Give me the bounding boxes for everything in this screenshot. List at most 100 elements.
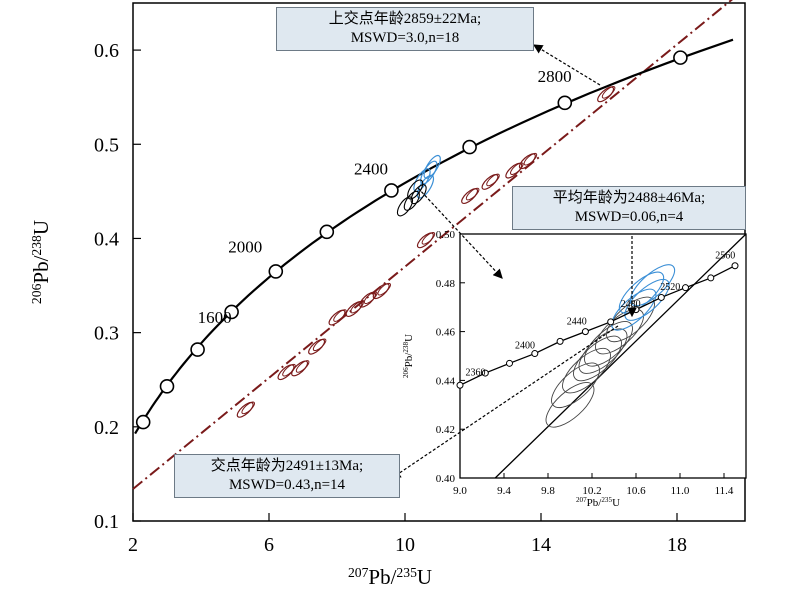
inset-concordia-point (657, 293, 665, 301)
inset-x-tick-label: 11.4 (715, 485, 734, 497)
y-tick-label: 0.5 (94, 134, 119, 156)
y-tick-label: 0.4 (94, 228, 119, 250)
red-error-ellipse (486, 173, 500, 187)
x-tick-label: 10 (395, 534, 415, 556)
red-error-ellipse (601, 86, 616, 99)
intercept-line1: 交点年龄为2491±13Ma; (210, 458, 364, 474)
red-error-ellipse (597, 86, 615, 103)
red-error-ellipse (505, 162, 523, 179)
red-error-ellipse (518, 153, 536, 170)
inset-concordia-point (456, 381, 464, 389)
concordia-age-label: 1600 (198, 308, 232, 327)
red-error-ellipse (308, 338, 326, 355)
red-error-ellipse (481, 174, 499, 190)
concordia-age-label: 2000 (228, 238, 262, 257)
x-axis-label: 207Pb/235U (348, 565, 432, 589)
x-tick-label: 6 (264, 534, 274, 556)
dashed-arrow (417, 187, 503, 279)
inset-black-ellipse (578, 328, 628, 374)
upper-intercept-line2: MSWD=3.0,n=18 (350, 30, 460, 46)
concordia-age-point (190, 342, 205, 357)
concordia-age-point (319, 224, 335, 240)
inset-y-tick-label: 0.50 (436, 229, 456, 241)
y-tick-label: 0.2 (94, 417, 119, 439)
concordia-curve (134, 38, 734, 435)
concordia-age-point (462, 139, 477, 155)
inset-y-tick-label: 0.48 (436, 278, 456, 290)
inset-y-tick-label: 0.44 (436, 375, 456, 387)
inset-concordia-point (581, 328, 589, 336)
mean-age-line1: 平均年龄为2488±46Ma; (552, 190, 706, 206)
blue-error-ellipse (423, 154, 441, 179)
concordia-age-label: 2800 (538, 67, 572, 86)
inset-concordia-curve (459, 265, 736, 386)
intercept-line2: MSWD=0.43,n=14 (228, 477, 346, 493)
black-error-ellipse (396, 196, 414, 217)
inset-plot: 9.0 9.4 9.8 10.2 10.6 11.0 11.4 0.40 0.42 0.44 0.4… (402, 229, 747, 509)
mean-age-note: 平均年龄为2488±46Ma; MSWD=0.06,n=4 (512, 186, 746, 230)
inset-blue-ellipse (618, 271, 665, 314)
mean-age-line2: MSWD=0.06,n=4 (574, 209, 684, 225)
inset-x-tick-label: 10.2 (582, 485, 601, 497)
concordia-age-point (557, 95, 573, 111)
inset-age-label: 2480 (621, 299, 641, 310)
red-error-ellipse (333, 309, 347, 322)
x-tick-label: 14 (531, 534, 551, 556)
inset-concordia-point (556, 337, 564, 345)
inset-age-label: 2560 (715, 250, 735, 261)
black-error-ellipse (407, 179, 424, 200)
inset-y-axis-label: 206Pb/238U (402, 334, 415, 378)
inset-age-label: 2440 (567, 316, 587, 327)
concordia-age-point (268, 264, 284, 279)
inset-concordia-point (707, 274, 715, 282)
dashed-arrow (391, 325, 619, 479)
y-tick-label: 0.6 (94, 40, 119, 62)
red-error-ellipse (350, 300, 364, 314)
inset-blue-ellipse (624, 278, 670, 321)
red-error-ellipse (277, 364, 295, 381)
dashed-arrow (532, 44, 601, 86)
intercept-note: 交点年龄为2491±13Ma; MSWD=0.43,n=14 (174, 454, 400, 498)
inset-age-label: 2360 (466, 368, 486, 379)
concordia-age-point (224, 304, 239, 320)
red-error-ellipse (236, 401, 254, 418)
inset-x-axis-label: 207Pb/235U (576, 496, 620, 509)
concordia-age-label: 2400 (354, 159, 388, 178)
inset-x-tick-label: 10.6 (626, 485, 646, 497)
red-error-ellipse (465, 187, 480, 201)
inset-age-label: 2520 (660, 282, 680, 293)
y-tick-label: 0.1 (94, 511, 119, 533)
inset-x-tick-label: 9.4 (497, 485, 511, 497)
x-tick-label: 2 (128, 534, 138, 556)
red-error-ellipse (510, 162, 524, 175)
red-error-ellipse (363, 291, 378, 304)
red-error-ellipse (241, 401, 255, 415)
inset-y-tick-label: 0.40 (436, 473, 456, 485)
red-error-ellipse (282, 363, 296, 377)
concordia-age-point (673, 50, 688, 65)
concordia-age-point (159, 379, 175, 394)
red-error-ellipse (461, 188, 479, 204)
upper-intercept-line1: 上交点年龄2859±22Ma; (328, 11, 482, 27)
inset-x-tick-label: 9.0 (453, 485, 467, 497)
red-error-ellipse (345, 301, 363, 318)
inset-concordia-point (531, 350, 539, 358)
inset-black-ellipse (573, 335, 622, 382)
upper-intercept-note: 上交点年龄2859±22Ma; MSWD=3.0,n=18 (276, 7, 534, 51)
red-error-ellipse (372, 283, 390, 300)
red-error-ellipse (291, 360, 309, 377)
main-plot: 2 6 10 14 18 0.1 0.2 0.3 0.4 0.5 0.6 207Pb/235U 206P… (29, 0, 746, 589)
red-error-ellipse (312, 338, 327, 352)
inset-y-tick-label: 0.42 (436, 424, 455, 436)
inset-frame (459, 233, 747, 479)
inset-y-tick-label: 0.46 (436, 327, 456, 339)
inset-concordia-point (731, 262, 739, 270)
y-axis-label: 206Pb/238U (29, 220, 54, 304)
inset-concordia-point (481, 369, 489, 377)
inset-concordia-point (506, 359, 513, 367)
red-error-ellipse (416, 232, 434, 249)
annotation-arrows (391, 44, 637, 479)
y-tick-label: 0.3 (94, 323, 119, 345)
red-error-ellipse (523, 152, 538, 166)
